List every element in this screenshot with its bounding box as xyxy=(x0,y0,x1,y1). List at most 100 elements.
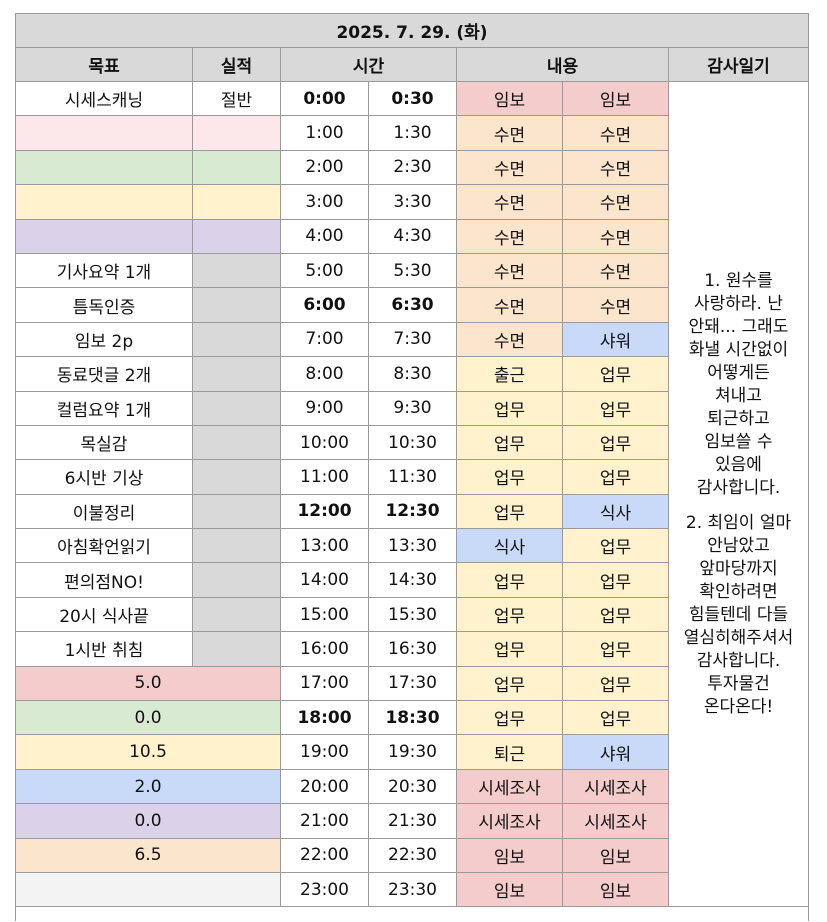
time-start-cell[interactable]: 19:00 xyxy=(280,734,369,770)
result-cell[interactable] xyxy=(192,184,281,220)
content-cell[interactable]: 임보 xyxy=(562,80,669,117)
time-start-cell[interactable]: 17:00 xyxy=(280,665,369,702)
time-start-cell[interactable]: 12:00 xyxy=(280,493,369,530)
content-cell[interactable]: 수면 xyxy=(562,184,669,220)
result-cell[interactable] xyxy=(192,631,281,667)
time-start-cell[interactable]: 8:00 xyxy=(280,356,369,392)
content-cell[interactable]: 업무 xyxy=(456,631,563,667)
result-cell[interactable] xyxy=(192,562,281,598)
content-cell[interactable]: 수면 xyxy=(562,287,669,323)
content-cell[interactable]: 임보 xyxy=(562,837,669,873)
time-start-cell[interactable]: 16:00 xyxy=(280,631,369,667)
time-half-cell[interactable]: 11:30 xyxy=(368,459,457,495)
time-half-cell[interactable]: 13:30 xyxy=(368,528,457,564)
summary-cell[interactable]: 0.0 xyxy=(15,700,281,736)
content-cell[interactable]: 업무 xyxy=(456,596,563,633)
summary-cell[interactable] xyxy=(15,871,281,908)
time-half-cell[interactable]: 9:30 xyxy=(368,390,457,426)
content-cell[interactable]: 수면 xyxy=(456,115,563,151)
time-start-cell[interactable]: 10:00 xyxy=(280,424,369,461)
result-cell[interactable] xyxy=(192,287,281,323)
content-cell[interactable]: 업무 xyxy=(456,665,563,702)
goal-cell[interactable]: 컬럼요약 1개 xyxy=(15,390,193,426)
time-start-cell[interactable]: 5:00 xyxy=(280,252,369,289)
time-half-cell[interactable]: 21:30 xyxy=(368,803,457,839)
time-half-cell[interactable]: 16:30 xyxy=(368,631,457,667)
content-cell[interactable]: 수면 xyxy=(456,218,563,254)
content-cell[interactable]: 출근 xyxy=(456,356,563,392)
time-start-cell[interactable]: 4:00 xyxy=(280,218,369,254)
time-half-cell[interactable]: 12:30 xyxy=(368,493,457,530)
time-half-cell[interactable]: 5:30 xyxy=(368,252,457,289)
result-cell[interactable] xyxy=(192,390,281,426)
goal-cell[interactable] xyxy=(15,115,193,151)
content-cell[interactable]: 임보 xyxy=(456,871,563,908)
time-half-cell[interactable]: 23:30 xyxy=(368,871,457,908)
summary-cell[interactable]: 0.0 xyxy=(15,803,281,839)
content-cell[interactable]: 업무 xyxy=(456,390,563,426)
content-cell[interactable]: 식사 xyxy=(456,528,563,564)
time-half-cell[interactable]: 0:30 xyxy=(368,80,457,117)
goal-cell[interactable]: 시세스캐닝 xyxy=(15,80,193,117)
time-start-cell[interactable]: 2:00 xyxy=(280,149,369,186)
result-cell[interactable] xyxy=(192,493,281,530)
time-half-cell[interactable]: 10:30 xyxy=(368,424,457,461)
content-cell[interactable]: 수면 xyxy=(562,218,669,254)
result-cell[interactable] xyxy=(192,459,281,495)
content-cell[interactable]: 업무 xyxy=(562,596,669,633)
time-half-cell[interactable]: 4:30 xyxy=(368,218,457,254)
content-cell[interactable]: 수면 xyxy=(456,149,563,186)
content-cell[interactable]: 업무 xyxy=(562,562,669,598)
time-start-cell[interactable]: 13:00 xyxy=(280,528,369,564)
content-cell[interactable]: 시세조사 xyxy=(562,803,669,839)
summary-cell[interactable]: 5.0 xyxy=(15,665,281,702)
time-half-cell[interactable]: 8:30 xyxy=(368,356,457,392)
summary-cell[interactable]: 10.5 xyxy=(15,734,281,770)
content-cell[interactable]: 수면 xyxy=(562,149,669,186)
content-cell[interactable]: 식사 xyxy=(562,493,669,530)
goal-cell[interactable]: 동료댓글 2개 xyxy=(15,356,193,392)
content-cell[interactable]: 수면 xyxy=(456,184,563,220)
time-start-cell[interactable]: 9:00 xyxy=(280,390,369,426)
time-half-cell[interactable]: 3:30 xyxy=(368,184,457,220)
result-cell[interactable] xyxy=(192,424,281,461)
content-cell[interactable]: 시세조사 xyxy=(456,803,563,839)
result-cell[interactable] xyxy=(192,115,281,151)
goal-cell[interactable]: 틈독인증 xyxy=(15,287,193,323)
time-half-cell[interactable]: 1:30 xyxy=(368,115,457,151)
content-cell[interactable]: 업무 xyxy=(562,459,669,495)
goal-cell[interactable]: 기사요약 1개 xyxy=(15,252,193,289)
time-half-cell[interactable]: 18:30 xyxy=(368,700,457,736)
goal-cell[interactable]: 20시 식사끝 xyxy=(15,596,193,633)
goal-cell[interactable] xyxy=(15,149,193,186)
time-start-cell[interactable]: 20:00 xyxy=(280,768,369,805)
content-cell[interactable]: 시세조사 xyxy=(456,768,563,805)
result-cell[interactable]: 절반 xyxy=(192,80,281,117)
result-cell[interactable] xyxy=(192,356,281,392)
goal-cell[interactable]: 1시반 취침 xyxy=(15,631,193,667)
time-half-cell[interactable]: 17:30 xyxy=(368,665,457,702)
content-cell[interactable]: 수면 xyxy=(456,287,563,323)
content-cell[interactable]: 업무 xyxy=(562,424,669,461)
content-cell[interactable]: 업무 xyxy=(562,665,669,702)
goal-cell[interactable]: 아침확언읽기 xyxy=(15,528,193,564)
summary-cell[interactable]: 2.0 xyxy=(15,768,281,805)
content-cell[interactable]: 시세조사 xyxy=(562,768,669,805)
time-start-cell[interactable]: 7:00 xyxy=(280,321,369,358)
gratitude-diary-cell[interactable]: 1. 원수를 사랑하라. 난 안돼... 그래도 화낼 시간없이 어떻게든 쳐내… xyxy=(668,80,809,908)
goal-cell[interactable] xyxy=(15,184,193,220)
time-start-cell[interactable]: 1:00 xyxy=(280,115,369,151)
time-half-cell[interactable]: 7:30 xyxy=(368,321,457,358)
goal-cell[interactable] xyxy=(15,218,193,254)
time-start-cell[interactable]: 23:00 xyxy=(280,871,369,908)
result-cell[interactable] xyxy=(192,596,281,633)
content-cell[interactable]: 업무 xyxy=(456,459,563,495)
content-cell[interactable]: 수면 xyxy=(562,115,669,151)
time-start-cell[interactable]: 14:00 xyxy=(280,562,369,598)
result-cell[interactable] xyxy=(192,528,281,564)
time-half-cell[interactable]: 22:30 xyxy=(368,837,457,873)
time-start-cell[interactable]: 3:00 xyxy=(280,184,369,220)
content-cell[interactable]: 샤워 xyxy=(562,321,669,358)
time-half-cell[interactable]: 2:30 xyxy=(368,149,457,186)
time-half-cell[interactable]: 15:30 xyxy=(368,596,457,633)
